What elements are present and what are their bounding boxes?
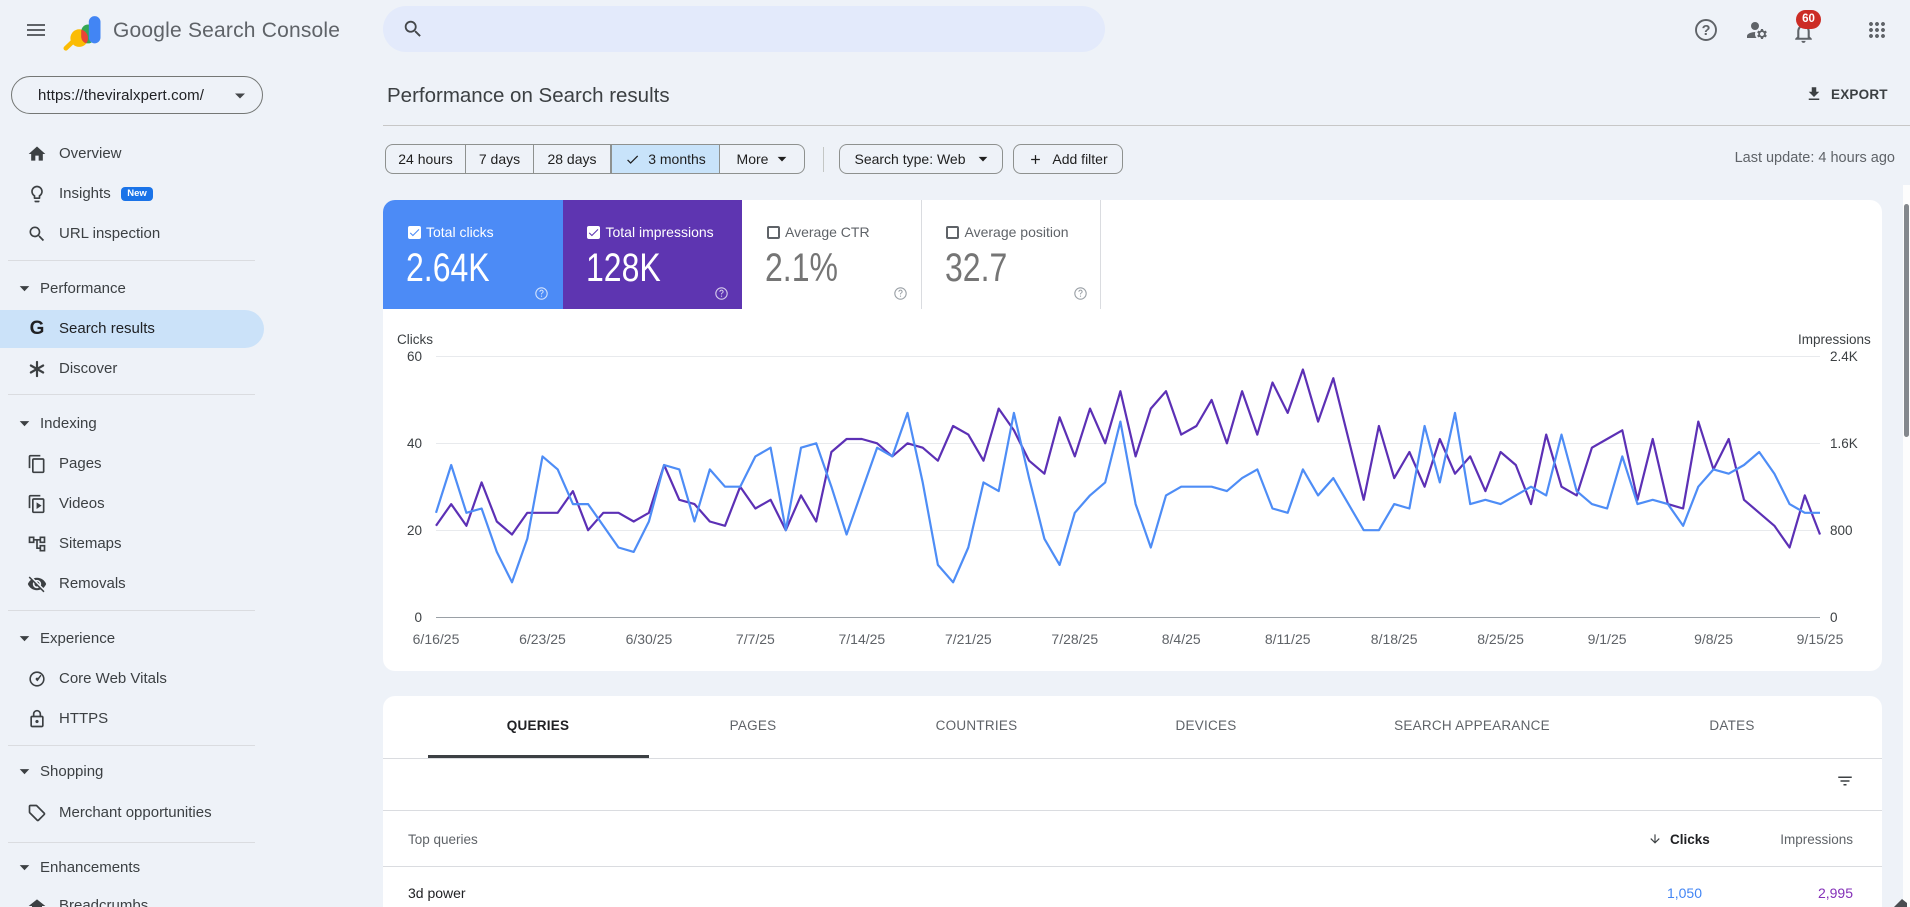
svg-text:?: ? xyxy=(1702,23,1711,39)
